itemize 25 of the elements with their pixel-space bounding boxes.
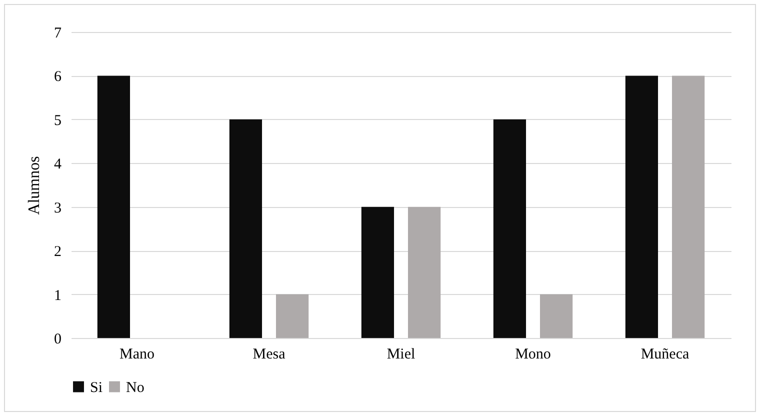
y-tick-label: 3 <box>54 200 62 216</box>
x-tick-label: Mano <box>120 346 154 362</box>
x-tick-label: Mesa <box>252 346 286 362</box>
x-tick-label: Miel <box>386 346 416 362</box>
y-tick-label: 0 <box>54 332 62 348</box>
y-tick-label: 5 <box>54 112 62 129</box>
bar <box>361 206 394 338</box>
bar <box>276 294 309 338</box>
bar <box>672 76 705 338</box>
legend-label: No <box>126 380 144 396</box>
bar <box>408 206 441 338</box>
legend-label: Si <box>90 380 103 396</box>
x-tick-label: Mono <box>515 346 551 362</box>
bar <box>625 76 658 338</box>
y-tick-label: 7 <box>54 26 62 42</box>
x-tick-label: Muñeca <box>640 346 690 362</box>
y-tick-label: 1 <box>54 288 62 304</box>
bar <box>97 76 130 338</box>
bar <box>493 119 526 338</box>
bar <box>229 119 262 338</box>
y-axis-title: Alumnos <box>26 156 43 215</box>
y-tick-label: 6 <box>54 69 62 86</box>
bar <box>540 294 573 338</box>
y-tick-label: 4 <box>54 156 62 173</box>
y-tick-label: 2 <box>54 244 62 260</box>
